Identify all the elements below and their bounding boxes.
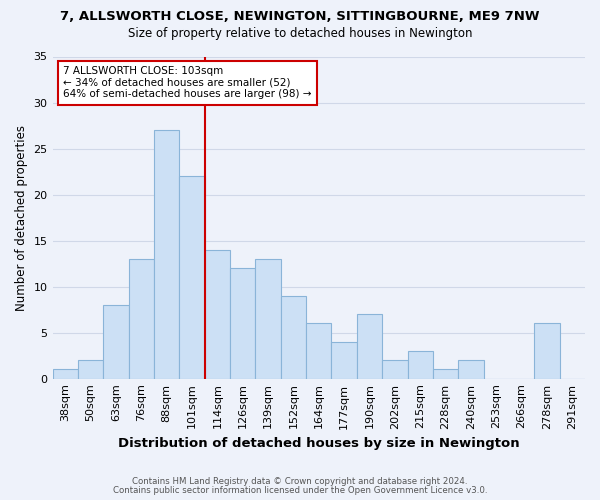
Text: Size of property relative to detached houses in Newington: Size of property relative to detached ho… [128, 28, 472, 40]
Bar [205, 250, 230, 378]
Text: Contains HM Land Registry data © Crown copyright and database right 2024.: Contains HM Land Registry data © Crown c… [132, 477, 468, 486]
Y-axis label: Number of detached properties: Number of detached properties [15, 124, 28, 310]
Bar [256, 259, 281, 378]
Bar [103, 305, 128, 378]
Bar [179, 176, 205, 378]
Bar [534, 324, 560, 378]
Bar [331, 342, 357, 378]
Bar [128, 259, 154, 378]
Bar [433, 370, 458, 378]
Bar [78, 360, 103, 378]
Bar [407, 351, 433, 378]
Bar [230, 268, 256, 378]
Bar [458, 360, 484, 378]
X-axis label: Distribution of detached houses by size in Newington: Distribution of detached houses by size … [118, 437, 520, 450]
Text: 7, ALLSWORTH CLOSE, NEWINGTON, SITTINGBOURNE, ME9 7NW: 7, ALLSWORTH CLOSE, NEWINGTON, SITTINGBO… [60, 10, 540, 23]
Bar [382, 360, 407, 378]
Text: Contains public sector information licensed under the Open Government Licence v3: Contains public sector information licen… [113, 486, 487, 495]
Bar [281, 296, 306, 378]
Bar [357, 314, 382, 378]
Bar [306, 324, 331, 378]
Bar [154, 130, 179, 378]
Bar [53, 370, 78, 378]
Text: 7 ALLSWORTH CLOSE: 103sqm
← 34% of detached houses are smaller (52)
64% of semi-: 7 ALLSWORTH CLOSE: 103sqm ← 34% of detac… [63, 66, 311, 100]
